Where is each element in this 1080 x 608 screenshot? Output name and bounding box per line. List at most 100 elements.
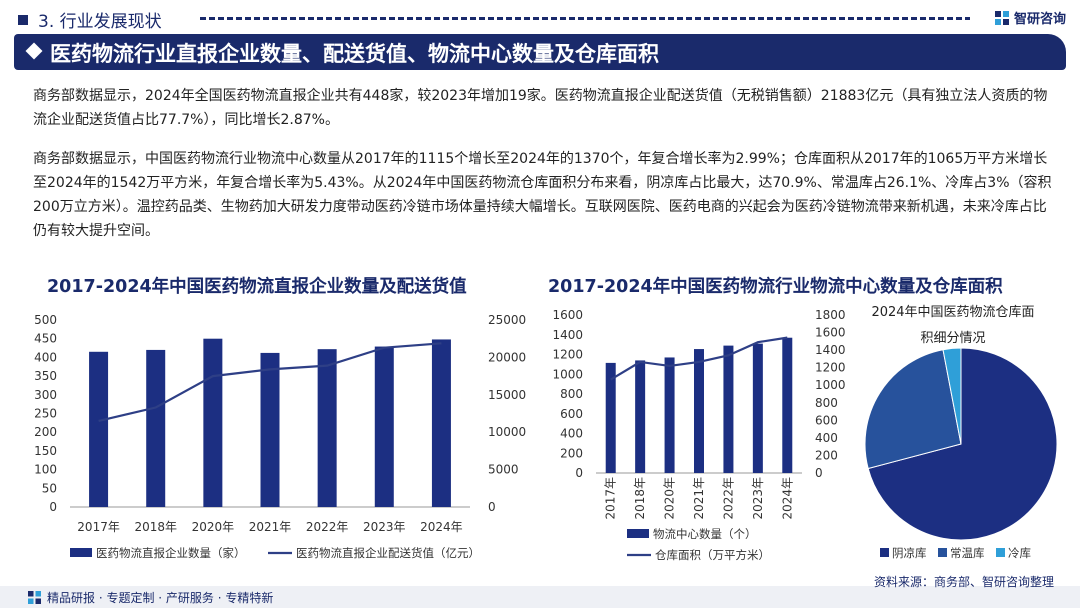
chart1-ytick-left: 0 xyxy=(49,500,57,514)
chart1-title: 2017-2024年中国医药物流直报企业数量及配送货值 xyxy=(47,277,467,297)
chart2-bar xyxy=(694,349,704,473)
chart2-ytick-left: 600 xyxy=(560,407,583,421)
chart2-ytick-right: 1800 xyxy=(815,308,846,322)
chart1-bar xyxy=(260,352,280,507)
banner-title: 医药物流行业直报企业数量、配送货值、物流中心数量及仓库面积 xyxy=(50,42,659,66)
pie-title-line2: 积细分情况 xyxy=(920,331,985,346)
chart2-ytick-right: 0 xyxy=(815,466,823,480)
chart2-xtick: 2022年 xyxy=(721,477,735,520)
pie-legend-swatch xyxy=(996,548,1005,557)
title-banner: 医药物流行业直报企业数量、配送货值、物流中心数量及仓库面积 xyxy=(14,34,1066,70)
section-title-text: 3. 行业发展现状 xyxy=(38,12,162,32)
chart1-ytick-left: 200 xyxy=(34,425,57,439)
diamond-icon xyxy=(25,42,43,60)
chart2-bar xyxy=(782,337,793,473)
brand-icon xyxy=(994,10,1009,25)
chart2-title: 2017-2024年中国医药物流行业物流中心数量及仓库面积 xyxy=(548,277,1003,297)
footer-tags: 精品研报 · 专题定制 · 产研服务 · 专精特新 xyxy=(28,589,273,606)
chart1-xtick: 2020年 xyxy=(192,520,235,534)
section-bullet-icon xyxy=(18,14,28,25)
chart2-legend-bar-swatch xyxy=(627,529,649,538)
chart1-ytick-left: 250 xyxy=(34,407,57,421)
chart2-ytick-left: 1000 xyxy=(552,367,583,381)
chart2-ytick-right: 600 xyxy=(815,413,838,427)
chart2-xtick: 2020年 xyxy=(663,477,677,520)
chart1-xtick: 2017年 xyxy=(77,520,120,534)
chart1-ytick-left: 400 xyxy=(34,350,57,364)
chart1-ytick-right: 0 xyxy=(488,500,496,514)
chart2-legend-bar-label: 物流中心数量（个） xyxy=(653,527,757,541)
chart2-bar xyxy=(664,357,675,473)
chart2-xtick: 2024年 xyxy=(780,477,794,520)
chart2-ytick-right: 400 xyxy=(815,431,838,445)
chart1-ytick-right: 5000 xyxy=(488,463,519,477)
chart1-xtick: 2024年 xyxy=(420,520,463,534)
chart2-xtick: 2021年 xyxy=(692,477,706,520)
chart1-ytick-right: 20000 xyxy=(488,350,526,364)
chart2-ytick-left: 1600 xyxy=(552,308,583,322)
chart2-ytick-right: 1000 xyxy=(815,378,846,392)
source-note: 资料来源：商务部、智研咨询整理 xyxy=(873,575,1054,589)
chart2-ytick-left: 200 xyxy=(560,446,583,460)
brand-name: 智研咨询 xyxy=(1013,12,1066,27)
pie-title-line1: 2024年中国医药物流仓库面 xyxy=(871,304,1034,320)
chart1-ytick-left: 500 xyxy=(34,313,57,327)
chart1-xtick: 2022年 xyxy=(306,520,349,534)
chart2-ytick-right: 1400 xyxy=(815,343,846,357)
pie-slice xyxy=(942,347,962,445)
footer-logo-icon xyxy=(28,591,41,604)
chart1-legend-bar-swatch xyxy=(70,548,92,557)
paragraph-2: 商务部数据显示，中国医药物流行业物流中心数量从2017年的1115个增长至202… xyxy=(33,151,1052,239)
chart2-xtick: 2017年 xyxy=(604,477,618,520)
pie-legend-label: 常温库 xyxy=(950,546,985,560)
chart1-legend-line-label: 医药物流直报企业配送货值（亿元） xyxy=(296,546,480,560)
chart2-ytick-right: 1200 xyxy=(815,361,846,375)
chart1-ytick-right: 10000 xyxy=(488,425,526,439)
footer-bar: 精品研报 · 专题定制 · 产研服务 · 专精特新 xyxy=(0,586,1080,608)
chart1-ytick-left: 450 xyxy=(34,332,57,346)
chart2-xtick: 2018年 xyxy=(633,477,647,520)
chart1-ytick-left: 50 xyxy=(42,481,57,495)
pie-legend-swatch xyxy=(880,548,889,557)
chart1-bar xyxy=(146,349,166,507)
pie-slice xyxy=(864,349,962,470)
chart2-bar xyxy=(635,360,646,473)
charts-area: 0501001502002503003504004505000500010000… xyxy=(34,304,1058,562)
chart1-bar xyxy=(374,346,394,507)
chart2-ytick-right: 800 xyxy=(815,396,838,410)
chart1-xtick: 2023年 xyxy=(363,520,406,534)
chart1-ytick-left: 350 xyxy=(34,369,57,383)
pie-legend-label: 阴凉库 xyxy=(892,546,927,560)
pie-legend-label: 冷库 xyxy=(1008,546,1031,560)
section-title: 3. 行业发展现状 xyxy=(18,7,162,32)
chart2-bar xyxy=(723,345,734,473)
chart1-ytick-left: 300 xyxy=(34,388,57,402)
chart2-bar xyxy=(605,362,616,473)
top-bar: 3. 行业发展现状 智研咨询 xyxy=(0,0,1080,34)
chart2-bar xyxy=(752,343,763,473)
chart1-ytick-left: 150 xyxy=(34,444,57,458)
chart1-bar xyxy=(431,339,451,507)
chart2-ytick-left: 0 xyxy=(575,466,583,480)
chart1-xtick: 2021年 xyxy=(249,520,292,534)
chart1-legend-bar-label: 医药物流直报企业数量（家） xyxy=(96,546,246,560)
chart2-ytick-right: 200 xyxy=(815,448,838,462)
chart1-ytick-right: 15000 xyxy=(488,388,526,402)
chart1-ytick-right: 25000 xyxy=(488,313,526,327)
pie-legend-swatch xyxy=(938,548,947,557)
footer-tags-text: 精品研报 · 专题定制 · 产研服务 · 专精特新 xyxy=(47,591,274,605)
pie-slice xyxy=(867,347,1058,541)
chart2-ytick-left: 1400 xyxy=(552,328,583,342)
chart2-legend-line-label: 仓库面积（万平方米） xyxy=(655,548,770,562)
chart1-bar xyxy=(203,338,223,507)
chart2-ytick-right: 1600 xyxy=(815,326,846,340)
top-rule xyxy=(200,17,970,20)
chart1-xtick: 2018年 xyxy=(134,520,177,534)
chart2-ytick-left: 800 xyxy=(560,387,583,401)
chart2-xtick: 2023年 xyxy=(751,477,765,520)
chart1-ytick-left: 100 xyxy=(34,463,57,477)
brand-logo: 智研咨询 xyxy=(994,8,1066,27)
chart2-ytick-left: 1200 xyxy=(552,348,583,362)
chart1-bar xyxy=(317,349,337,507)
paragraph-1: 商务部数据显示，2024年全国医药物流直报企业共有448家，较2023年增加19… xyxy=(33,88,1048,128)
